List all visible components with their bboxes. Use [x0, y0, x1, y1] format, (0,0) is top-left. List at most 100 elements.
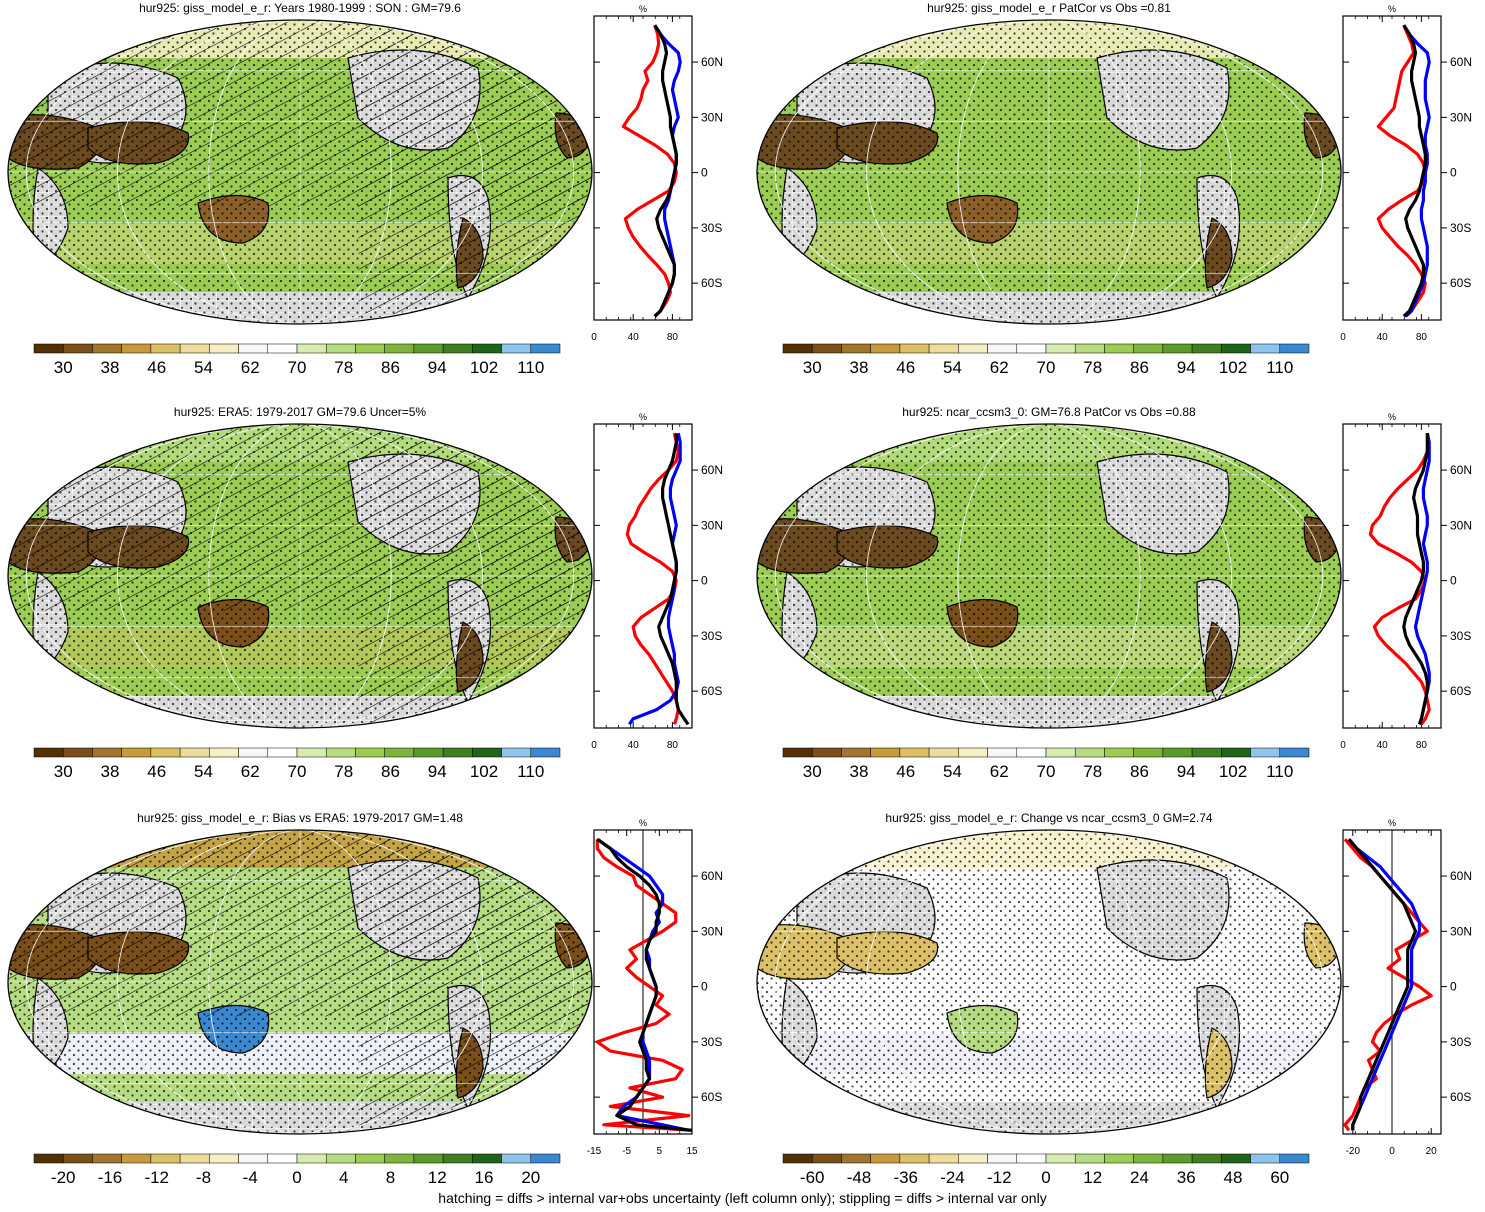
- colorbar-swatch: [1104, 747, 1134, 758]
- colorbar-swatch: [238, 1153, 269, 1164]
- colorbar-swatch: [267, 1153, 298, 1164]
- colorbar-label: 62: [990, 762, 1009, 781]
- y-tick-label: 60N: [1450, 869, 1472, 883]
- colorbar-swatch: [296, 343, 327, 354]
- colorbar-swatch: [899, 1153, 930, 1164]
- colorbar-label: 110: [1266, 358, 1293, 377]
- x-tick-label: 0: [1389, 1146, 1395, 1157]
- colorbar-swatch: [1133, 343, 1164, 354]
- panel-title: hur925: giss_model_e_r: Years 1980-1999 …: [139, 1, 461, 15]
- y-tick-label: 30N: [1450, 110, 1472, 124]
- colorbar-swatch: [1191, 1153, 1222, 1164]
- colorbar-label: 86: [381, 358, 400, 377]
- y-tick-label: 30N: [1450, 924, 1472, 938]
- colorbar-swatch: [1104, 1153, 1134, 1164]
- colorbar-swatch: [209, 747, 239, 758]
- colorbar-swatch: [33, 343, 64, 354]
- colorbar-swatch: [384, 747, 415, 758]
- colorbar-label: 48: [1224, 1168, 1243, 1187]
- colorbar-label: 102: [1219, 762, 1247, 781]
- zonal-title: %: [639, 818, 647, 828]
- colorbar-label: 70: [1037, 762, 1056, 781]
- colorbar-swatch: [1074, 1153, 1105, 1164]
- colorbar-swatch: [870, 747, 901, 758]
- zonal-title: %: [1388, 412, 1396, 422]
- colorbar-label: 94: [1177, 358, 1196, 377]
- colorbar-swatch: [442, 747, 473, 758]
- colorbar-label: 102: [470, 358, 498, 377]
- colorbar-swatch: [841, 747, 871, 758]
- colorbar-label: 110: [517, 358, 544, 377]
- colorbar-swatch: [92, 747, 122, 758]
- colorbar-swatch: [121, 1153, 152, 1164]
- colorbar-swatch: [325, 343, 356, 354]
- colorbar-swatch: [355, 343, 385, 354]
- colorbar: -20 -16 -12 -8 -4 0 4 8 12 16 20: [33, 1153, 561, 1187]
- colorbar-swatch: [987, 747, 1018, 758]
- x-tick-label: -5: [622, 1146, 631, 1157]
- colorbar-swatch: [501, 747, 532, 758]
- colorbar-swatch: [1221, 747, 1251, 758]
- x-tick-label: 40: [628, 332, 640, 343]
- y-tick-label: 60N: [701, 463, 723, 477]
- colorbar-swatch: [150, 747, 181, 758]
- colorbar-label: 46: [147, 358, 166, 377]
- colorbar-label: 70: [1037, 358, 1056, 377]
- colorbar-swatch: [928, 1153, 959, 1164]
- panel-title: hur925: giss_model_e_r: Change vs ncar_c…: [885, 811, 1213, 825]
- colorbar-label: 46: [896, 762, 915, 781]
- x-tick-label: -15: [587, 1146, 602, 1157]
- colorbar-label: 24: [1130, 1168, 1149, 1187]
- colorbar-label: -8: [196, 1168, 211, 1187]
- y-tick-label: 30S: [701, 1035, 722, 1049]
- colorbar-swatch: [1221, 1153, 1251, 1164]
- colorbar-label: 110: [1266, 762, 1293, 781]
- colorbar-label: 30: [54, 762, 73, 781]
- zonal-mean-plot: % 60N 30N 0 30S 60S 0 40 80: [1340, 412, 1472, 751]
- colorbar-swatch: [1250, 747, 1281, 758]
- colorbar-label: 102: [470, 762, 498, 781]
- colorbar-swatch: [1045, 1153, 1076, 1164]
- y-tick-label: 30S: [1450, 629, 1471, 643]
- zonal-title: %: [639, 4, 647, 14]
- colorbar-swatch: [928, 747, 959, 758]
- colorbar-swatch: [238, 343, 269, 354]
- colorbar-swatch: [782, 1153, 813, 1164]
- colorbar-label: 0: [1041, 1168, 1050, 1187]
- panel-p5: hur925: giss_model_e_r: Bias vs ERA5: 19…: [7, 811, 723, 1187]
- zonal-mean-plot: % 60N 30N 0 30S 60S 0 40 80: [1340, 4, 1472, 343]
- colorbar-swatch: [1045, 343, 1076, 354]
- colorbar-label: 78: [1083, 358, 1102, 377]
- panel-p6: hur925: giss_model_e_r: Change vs ncar_c…: [756, 811, 1472, 1187]
- colorbar-label: 78: [334, 762, 353, 781]
- colorbar-label: 38: [850, 762, 869, 781]
- colorbar-label: 54: [194, 358, 213, 377]
- footer-note: hatching = diffs > internal var+obs unce…: [438, 1190, 1047, 1206]
- colorbar-swatch: [33, 1153, 64, 1164]
- y-tick-label: 30S: [701, 221, 722, 235]
- colorbar-label: 86: [1130, 762, 1149, 781]
- colorbar-swatch: [782, 747, 813, 758]
- colorbar-swatch: [442, 343, 473, 354]
- colorbar-swatch: [267, 747, 298, 758]
- colorbar-label: -24: [940, 1168, 965, 1187]
- colorbar-swatch: [267, 343, 298, 354]
- map-outline: [756, 19, 1342, 325]
- y-tick-label: 0: [1450, 166, 1457, 180]
- panel-p2: hur925: giss_model_e_r PatCor vs Obs =0.…: [756, 1, 1472, 377]
- colorbar-swatch: [472, 1153, 502, 1164]
- colorbar-label: 60: [1270, 1168, 1289, 1187]
- y-tick-label: 60S: [1450, 1090, 1471, 1104]
- colorbar-label: 54: [943, 358, 962, 377]
- y-tick-label: 60N: [701, 869, 723, 883]
- colorbar-swatch: [987, 1153, 1018, 1164]
- y-tick-label: 30S: [1450, 1035, 1471, 1049]
- zonal-series-line: [1402, 24, 1431, 318]
- panel-title: hur925: ERA5: 1979-2017 GM=79.6 Uncer=5%: [174, 405, 426, 419]
- colorbar-swatch: [841, 343, 871, 354]
- colorbar-swatch: [1221, 343, 1251, 354]
- colorbar-swatch: [811, 343, 842, 354]
- colorbar-swatch: [1250, 1153, 1281, 1164]
- y-tick-label: 60S: [701, 276, 722, 290]
